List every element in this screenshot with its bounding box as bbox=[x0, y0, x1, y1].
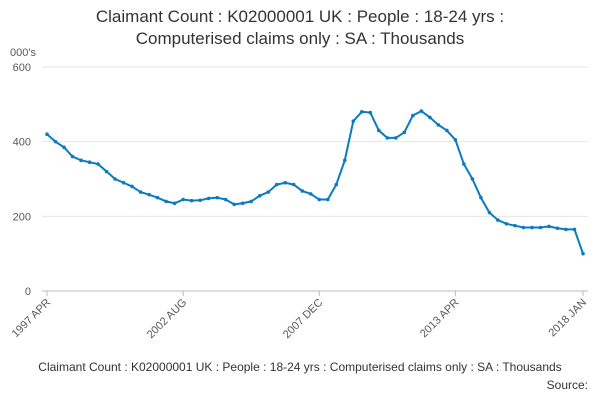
data-point bbox=[283, 180, 288, 185]
x-tick-label: 2007 DEC bbox=[281, 297, 325, 341]
data-point bbox=[70, 154, 75, 159]
data-point bbox=[274, 182, 279, 187]
y-tick-label: 600 bbox=[13, 62, 31, 74]
data-point bbox=[470, 177, 475, 181]
y-tick-label: 200 bbox=[13, 211, 31, 223]
data-point bbox=[325, 197, 330, 202]
data-point bbox=[62, 145, 66, 150]
data-point bbox=[402, 130, 407, 135]
data-point bbox=[164, 199, 168, 204]
data-point bbox=[113, 177, 117, 181]
data-point bbox=[257, 194, 262, 198]
y-tick-label: 0 bbox=[25, 286, 31, 298]
data-point bbox=[147, 192, 151, 197]
data-point bbox=[79, 158, 83, 163]
data-point bbox=[266, 190, 271, 194]
y-unit-label: 000's bbox=[10, 47, 36, 59]
data-point bbox=[240, 201, 245, 206]
data-point bbox=[317, 197, 322, 202]
data-point bbox=[538, 225, 543, 230]
data-point bbox=[96, 162, 100, 166]
data-point bbox=[572, 227, 577, 232]
data-point bbox=[198, 198, 202, 203]
data-point bbox=[172, 201, 177, 206]
data-point bbox=[104, 169, 109, 174]
data-point bbox=[249, 199, 253, 204]
x-tick-label: 2013 APR bbox=[418, 297, 462, 341]
data-point bbox=[368, 110, 373, 115]
data-point bbox=[530, 225, 534, 230]
data-point bbox=[385, 136, 390, 140]
data-point bbox=[564, 227, 568, 232]
x-tick-label: 1997 APR bbox=[10, 297, 54, 341]
data-point bbox=[53, 139, 58, 144]
data-point bbox=[453, 138, 458, 142]
data-point bbox=[394, 136, 398, 140]
data-point bbox=[45, 132, 49, 136]
data-point bbox=[419, 109, 424, 113]
data-point bbox=[462, 162, 466, 166]
data-point bbox=[436, 123, 441, 127]
data-point bbox=[215, 195, 219, 200]
data-point bbox=[377, 128, 381, 133]
data-point bbox=[155, 195, 160, 200]
data-point bbox=[351, 119, 356, 123]
x-tick-label: 2002 AUG bbox=[145, 297, 189, 341]
data-point bbox=[504, 222, 509, 226]
data-point bbox=[223, 197, 228, 202]
data-point bbox=[232, 202, 236, 207]
caption: Claimant Count : K02000001 UK : People :… bbox=[38, 360, 561, 374]
data-point bbox=[445, 128, 449, 133]
data-point bbox=[513, 223, 517, 228]
data-point bbox=[181, 197, 185, 202]
data-point bbox=[130, 184, 134, 189]
data-point bbox=[428, 115, 432, 120]
data-point bbox=[308, 192, 313, 196]
data-point bbox=[555, 226, 560, 231]
data-point bbox=[87, 160, 92, 164]
data-point bbox=[300, 189, 305, 193]
y-tick-label: 400 bbox=[13, 137, 31, 149]
x-tick-label: 2018 JAN bbox=[546, 297, 589, 340]
data-point bbox=[121, 180, 126, 185]
data-point bbox=[521, 225, 526, 230]
series-line bbox=[46, 109, 584, 254]
data-point bbox=[547, 224, 551, 229]
chart-title: Computerised claims only : SA : Thousand… bbox=[136, 29, 465, 48]
chart-title: Claimant Count : K02000001 UK : People :… bbox=[96, 7, 504, 26]
data-point bbox=[487, 210, 492, 215]
data-point bbox=[138, 190, 143, 194]
data-point bbox=[496, 218, 500, 222]
data-point bbox=[189, 198, 194, 203]
data-point bbox=[334, 182, 339, 187]
data-point bbox=[411, 113, 415, 118]
source: Source: bbox=[547, 378, 588, 392]
data-point bbox=[359, 110, 364, 114]
data-point bbox=[206, 196, 211, 201]
data-point bbox=[291, 182, 296, 187]
data-point bbox=[479, 195, 483, 200]
data-point bbox=[342, 158, 347, 163]
data-point bbox=[581, 251, 585, 256]
